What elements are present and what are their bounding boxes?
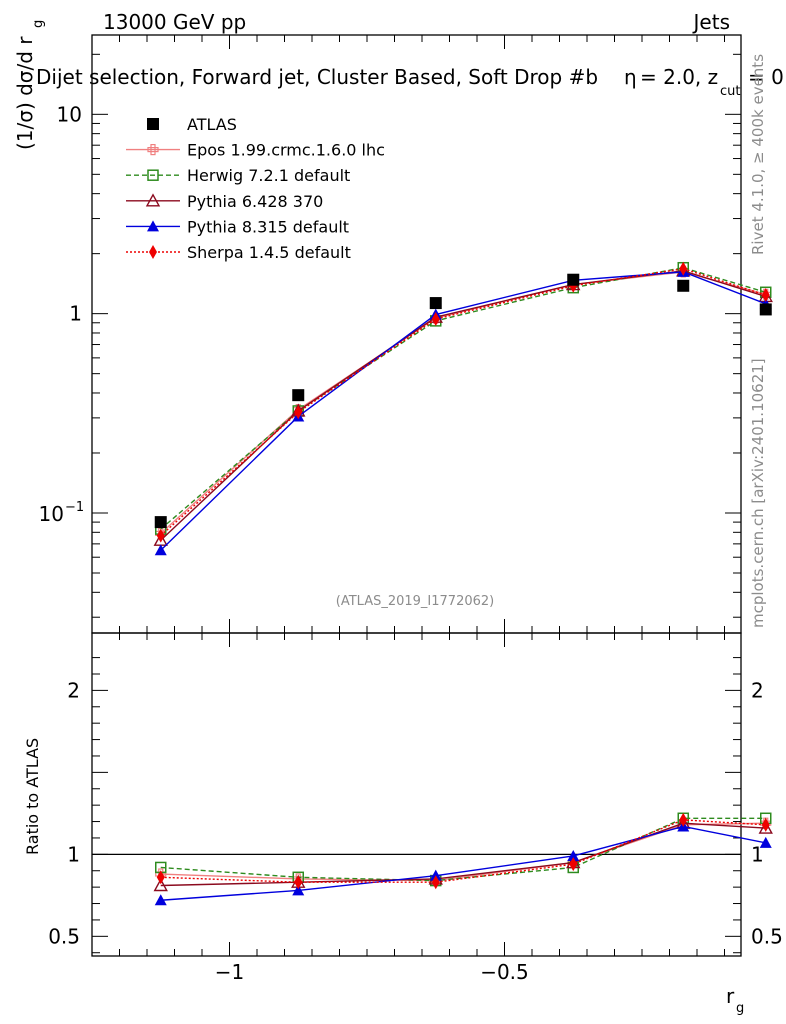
- ratio-point-pythia-8-315-default: [567, 849, 580, 861]
- point-sherpa-1-4-5-default: [156, 528, 165, 543]
- series-line-pythia-6-428-370: [160, 270, 766, 541]
- main-ytick-exp: −1: [65, 500, 84, 515]
- ratio-point-pythia-6-428-370: [153, 878, 168, 892]
- analysis-watermark: (ATLAS_2019_I1772062): [336, 594, 494, 609]
- zcut-subscript: cut: [720, 84, 740, 99]
- ratio-line-pythia-6-428-370: [160, 822, 766, 887]
- point-pythia-8-315-default: [154, 544, 167, 556]
- legend: ATLAS Epos 1.99.crmc.1.6.0 lhc Herwig 7.2.…: [126, 115, 385, 262]
- point-atlas: [429, 297, 442, 310]
- rivet-label: Rivet 4.1.0, ≥ 400k events: [749, 54, 767, 255]
- legend-marker-epos-1-99-crmc-1-6-0-lhc-v: [150, 144, 156, 156]
- xtick-label: −0.5: [480, 960, 529, 984]
- point-atlas: [154, 516, 167, 529]
- ratio-ytick-label: 1: [67, 842, 80, 866]
- legend-marker-herwig-7-2-1-default: [147, 169, 159, 181]
- series-line-herwig-7-2-1-default: [160, 267, 766, 530]
- ratio-point-pythia-8-315-default: [429, 869, 442, 881]
- ratio-point-sherpa-1-4-5-default: [679, 812, 688, 827]
- ratio-point-pythia-8-315-default: [759, 836, 772, 848]
- xtick-label: −1: [215, 960, 244, 984]
- point-atlas: [567, 273, 580, 286]
- legend-marker-pythia-8-315-default: [147, 220, 159, 232]
- main-ytick-label: 10: [39, 502, 64, 526]
- legend-label-sherpa-1-4-5-default: Sherpa 1.4.5 default: [187, 243, 351, 262]
- point-atlas: [759, 303, 772, 316]
- point-sherpa-1-4-5-default: [761, 288, 770, 303]
- legend-entry-sherpa-1-4-5-default: Sherpa 1.4.5 default: [126, 243, 351, 262]
- legend-label-pythia-6-428-370: Pythia 6.428 370: [187, 192, 323, 211]
- main-ylabel-sub: g: [31, 20, 46, 28]
- xlabel: r: [726, 984, 735, 1008]
- ratio-ytick-label: 2: [67, 678, 80, 702]
- beta-label: = 2.0, z: [640, 65, 718, 89]
- main-ytick-label: 10: [57, 102, 82, 126]
- ratio-ytick-label-right: 2: [751, 678, 764, 702]
- ratio-ytick-label-right: 0.5: [751, 924, 783, 948]
- ratio-ylabel: Ratio to ATLAS: [23, 738, 42, 855]
- main-ylabel-text: (1/σ) dσ/d r: [13, 36, 37, 150]
- legend-entry-epos-1-99-crmc-1-6-0-lhc: Epos 1.99.crmc.1.6.0 lhc: [126, 141, 385, 160]
- legend-marker-pythia-6-428-370: [145, 193, 161, 207]
- ratio-point-sherpa-1-4-5-default: [569, 857, 578, 872]
- legend-marker-atlas: [147, 118, 159, 130]
- ratio-ytick-label: 0.5: [48, 924, 80, 948]
- beta-symbol: η: [624, 65, 637, 89]
- series-line-sherpa-1-4-5-default: [160, 268, 766, 537]
- mcplots-label: mcplots.cern.ch [arXiv:2401.10621]: [749, 358, 767, 628]
- series-line-pythia-8-315-default: [160, 271, 767, 551]
- ratio-line-pythia-8-315-default: [160, 825, 766, 901]
- process-label: Jets: [692, 10, 730, 34]
- legend-entry-atlas: ATLAS: [147, 115, 237, 134]
- xlabel-sub: g: [736, 1001, 744, 1016]
- legend-entry-pythia-8-315-default: Pythia 8.315 default: [126, 217, 349, 236]
- ratio-line-herwig-7-2-1-default: [160, 817, 766, 882]
- legend-label-herwig-7-2-1-default: Herwig 7.2.1 default: [187, 166, 350, 185]
- ratio-point-pythia-8-315-default: [154, 894, 167, 906]
- main-ytick-label: 1: [69, 302, 82, 326]
- legend-entry-herwig-7-2-1-default: Herwig 7.2.1 default: [126, 166, 350, 185]
- main-ylabel: (1/σ) dσ/d r g: [13, 20, 46, 150]
- ratio-ytick-label-right: 1: [751, 842, 764, 866]
- ratio-point-pythia-6-428-370: [758, 820, 773, 834]
- ratio-point-sherpa-1-4-5-default: [761, 817, 770, 832]
- legend-label-pythia-8-315-default: Pythia 8.315 default: [187, 217, 349, 236]
- point-sherpa-1-4-5-default: [679, 261, 688, 276]
- ratio-line-sherpa-1-4-5-default: [160, 819, 766, 883]
- legend-marker-sherpa-1-4-5-default: [149, 245, 157, 259]
- legend-entry-pythia-6-428-370: Pythia 6.428 370: [126, 192, 323, 211]
- legend-label-epos-1-99-crmc-1-6-0-lhc: Epos 1.99.crmc.1.6.0 lhc: [187, 141, 385, 160]
- beam-label: 13000 GeV pp: [103, 10, 246, 34]
- point-atlas: [677, 279, 690, 292]
- ratio-point-sherpa-1-4-5-default: [294, 875, 303, 890]
- zcut-tail: = 0.: [748, 65, 786, 89]
- ratio-point-sherpa-1-4-5-default: [431, 875, 440, 890]
- point-sherpa-1-4-5-default: [294, 405, 303, 420]
- legend-marker-epos-1-99-crmc-1-6-0-lhc-h: [147, 147, 159, 153]
- selection-title: Dijet selection, Forward jet, Cluster Ba…: [36, 65, 598, 89]
- ratio-plot: −1 −0.5 0.5 0.5 1 1 2 2: [48, 632, 783, 984]
- legend-marker-epos-1-99-crmc-1-6-0-lhc: [147, 144, 159, 156]
- point-atlas: [292, 389, 305, 402]
- ratio-point-sherpa-1-4-5-default: [156, 870, 165, 885]
- point-sherpa-1-4-5-default: [431, 312, 440, 327]
- ratio-frame: [91, 632, 742, 957]
- legend-label-atlas: ATLAS: [187, 115, 237, 134]
- ratio-point-pythia-8-315-default: [292, 884, 305, 896]
